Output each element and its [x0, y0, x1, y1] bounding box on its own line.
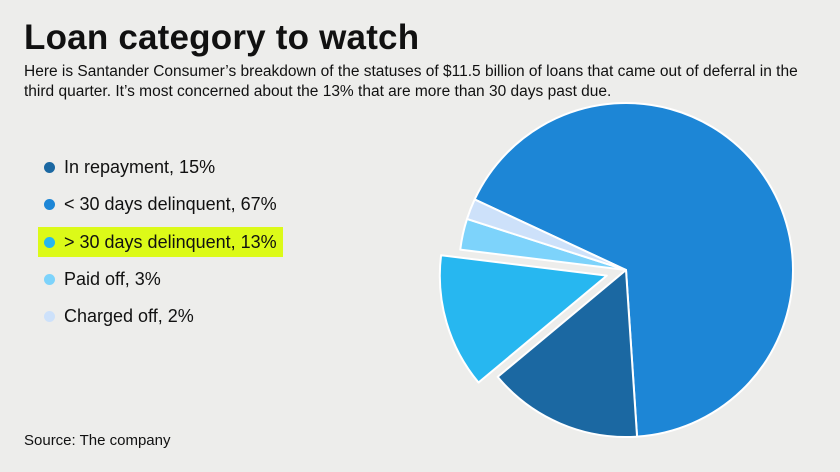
legend-dot-icon: [44, 236, 55, 248]
legend-label: Charged off, 2%: [64, 306, 194, 326]
chart-title: Loan category to watch: [24, 18, 420, 57]
legend-item-paid-off: Paid off, 3%: [44, 267, 161, 291]
legend-label: In repayment, 15%: [64, 157, 216, 177]
legend-dot-icon: [44, 161, 55, 173]
legend-label: < 30 days delinquent, 67%: [64, 194, 277, 214]
slice-under-30-days: [473, 102, 794, 438]
legend-dot-icon: [44, 273, 55, 285]
legend-label: Paid off, 3%: [64, 269, 161, 289]
legend-dot-icon: [44, 310, 55, 322]
legend-dot-icon: [44, 198, 55, 210]
pie-slices: [438, 102, 794, 438]
slice-in-repayment: [496, 269, 639, 438]
legend-item-in-repayment: In repayment, 15%: [44, 155, 215, 179]
legend-item-over-30-days: > 30 days delinquent, 13%: [38, 227, 283, 257]
legend-item-under-30-days: < 30 days delinquent, 67%: [44, 192, 277, 216]
legend-label: > 30 days delinquent, 13%: [64, 232, 277, 252]
slice-charged-off: [465, 198, 627, 271]
slice-over-30-days: [438, 254, 608, 384]
source-note: Source: The company: [24, 432, 171, 449]
chart-subtitle: Here is Santander Consumer’s breakdown o…: [24, 63, 798, 100]
legend-item-charged-off: Charged off, 2%: [44, 304, 194, 328]
